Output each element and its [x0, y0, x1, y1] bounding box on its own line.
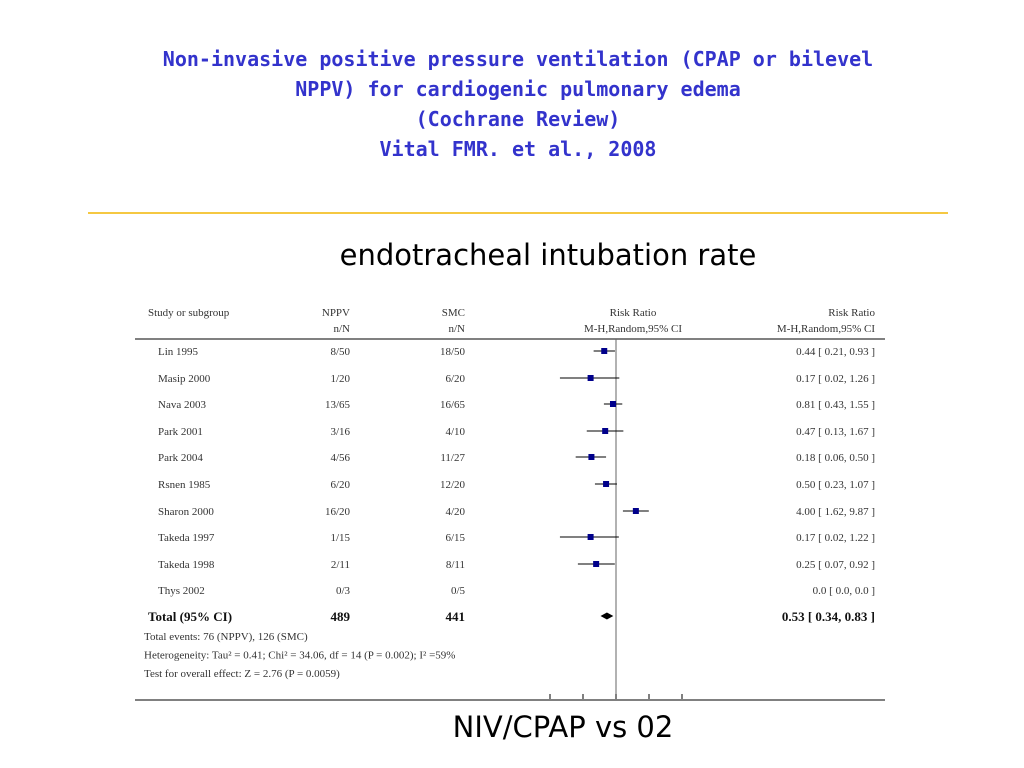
smc-events: 12/20 — [440, 479, 466, 491]
summary-note: Total events: 76 (NPPV), 126 (SMC) — [144, 631, 308, 643]
nppv-events: 8/50 — [330, 346, 350, 358]
risk-ratio-value: 0.44 [ 0.21, 0.93 ] — [796, 346, 875, 358]
title-line-3: (Cochrane Review) — [415, 107, 621, 131]
point-estimate — [593, 561, 600, 567]
point-estimate — [603, 481, 610, 487]
pooled-estimate-diamond — [600, 612, 614, 620]
smc-events: 0/5 — [451, 585, 466, 597]
point-estimate — [609, 401, 616, 407]
smc-events: 8/11 — [446, 559, 465, 571]
risk-ratio-value: 0.18 [ 0.06, 0.50 ] — [796, 452, 875, 464]
smc-events: 16/65 — [440, 399, 466, 411]
header-study: Study or subgroup — [148, 307, 230, 319]
nppv-events: 6/20 — [330, 479, 350, 491]
total-risk-ratio: 0.53 [ 0.34, 0.83 ] — [782, 609, 875, 624]
risk-ratio-value: 0.50 [ 0.23, 1.07 ] — [796, 479, 875, 491]
study-name: Rsnen 1985 — [158, 479, 211, 491]
risk-ratio-value: 0.47 [ 0.13, 1.67 ] — [796, 426, 875, 438]
point-estimate — [632, 508, 639, 514]
nppv-events: 4/56 — [330, 452, 350, 464]
title-line-1: Non-invasive positive pressure ventilati… — [162, 47, 874, 71]
nppv-events: 1/15 — [330, 532, 350, 544]
risk-ratio-value: 4.00 [ 1.62, 9.87 ] — [796, 506, 875, 518]
smc-events: 4/10 — [445, 426, 465, 438]
header-risk-ratio: Risk Ratio — [828, 307, 875, 319]
risk-ratio-value: 0.17 [ 0.02, 1.26 ] — [796, 373, 875, 385]
study-name: Masip 2000 — [158, 373, 211, 385]
nppv-events: 0/3 — [336, 585, 351, 597]
point-estimate — [587, 375, 594, 381]
study-name: Park 2001 — [158, 426, 203, 438]
study-name: Lin 1995 — [158, 346, 199, 358]
total-label: Total (95% CI) — [148, 609, 232, 624]
smc-events: 6/20 — [445, 373, 465, 385]
title-line-4: Vital FMR. et al., 2008 — [379, 137, 657, 161]
title-divider — [88, 212, 948, 214]
point-estimate — [602, 428, 609, 434]
nppv-events: 2/11 — [331, 559, 350, 571]
nppv-events: 16/20 — [325, 506, 351, 518]
header-nppv-sub: n/N — [334, 323, 351, 335]
smc-events: 18/50 — [440, 346, 466, 358]
risk-ratio-value: 0.17 [ 0.02, 1.22 ] — [796, 532, 875, 544]
study-name: Park 2004 — [158, 452, 203, 464]
risk-ratio-value: 0.0 [ 0.0, 0.0 ] — [813, 585, 875, 597]
total-smc: 441 — [446, 609, 466, 624]
smc-events: 6/15 — [445, 532, 465, 544]
header-estimate-method: M-H,Random,95% CI — [777, 323, 875, 335]
study-name: Takeda 1998 — [158, 559, 215, 571]
header-smc-sub: n/N — [449, 323, 466, 335]
point-estimate — [587, 534, 594, 540]
smc-events: 4/20 — [445, 506, 465, 518]
smc-events: 11/27 — [440, 452, 465, 464]
header-nppv: NPPV — [322, 307, 350, 319]
study-name: Takeda 1997 — [158, 532, 215, 544]
nppv-events: 1/20 — [330, 373, 350, 385]
risk-ratio-value: 0.25 [ 0.07, 0.92 ] — [796, 559, 875, 571]
study-name: Sharon 2000 — [158, 506, 214, 518]
title-line-2: NPPV) for cardiogenic pulmonary edema — [295, 77, 741, 101]
summary-note: Heterogeneity: Tau² = 0.41; Chi² = 34.06… — [144, 650, 455, 662]
total-nppv: 489 — [331, 609, 351, 624]
chart-subtitle: endotracheal intubation rate — [339, 238, 757, 272]
nppv-events: 3/16 — [330, 426, 350, 438]
point-estimate — [601, 348, 608, 354]
summary-note: Test for overall effect: Z = 2.76 (P = 0… — [144, 668, 340, 680]
footer-caption: NIV/CPAP vs 02 — [415, 704, 711, 750]
point-estimate — [588, 454, 595, 460]
study-name: Nava 2003 — [158, 399, 206, 411]
risk-ratio-value: 0.81 [ 0.43, 1.55 ] — [796, 399, 875, 411]
nppv-events: 13/65 — [325, 399, 351, 411]
header-plot-method: M-H,Random,95% CI — [584, 323, 682, 335]
header-risk-ratio-plot: Risk Ratio — [610, 307, 657, 319]
slide-title: Non-invasive positive pressure ventilati… — [0, 44, 1024, 164]
header-smc: SMC — [442, 307, 465, 319]
study-name: Thys 2002 — [158, 585, 205, 597]
